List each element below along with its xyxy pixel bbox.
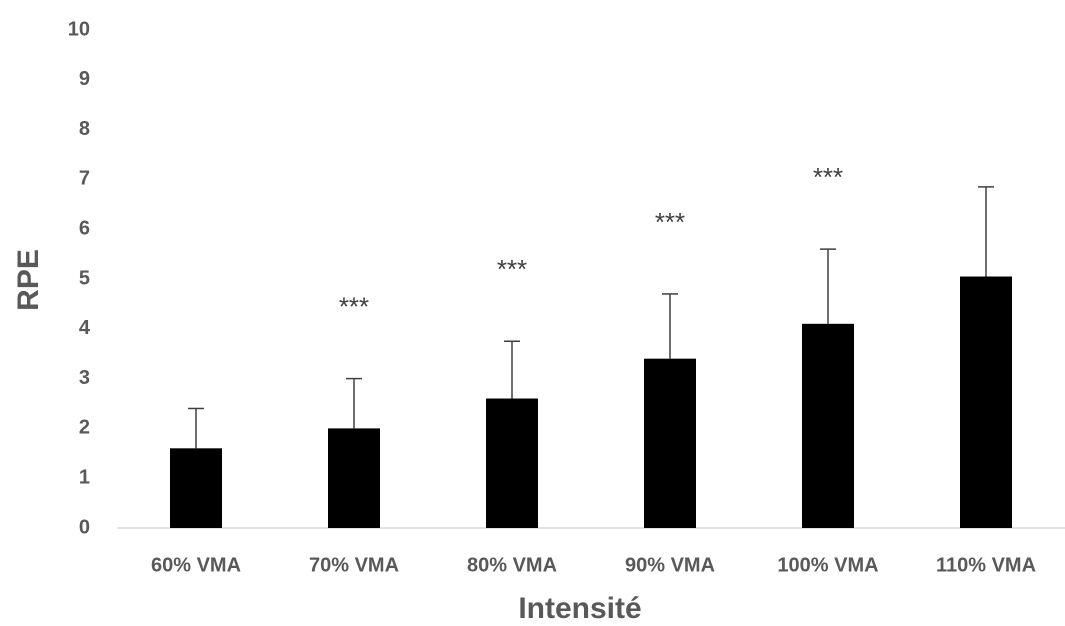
y-tick-label: 10: [68, 18, 90, 40]
x-tick-label: 110% VMA: [936, 554, 1036, 576]
x-axis-title: Intensité: [518, 592, 641, 625]
bar: [486, 398, 538, 528]
y-tick-label: 1: [79, 466, 90, 488]
significance-label: ***: [339, 291, 369, 321]
y-tick-label: 7: [79, 168, 90, 190]
y-tick-label: 0: [79, 516, 90, 538]
bar: [644, 358, 696, 528]
y-tick-label: 3: [79, 367, 90, 389]
y-tick-label: 9: [79, 68, 90, 90]
bar: [328, 428, 380, 528]
bar: [960, 276, 1012, 528]
y-tick-label: 4: [79, 317, 91, 339]
error-bar: [820, 248, 836, 324]
error-bar: [188, 407, 204, 449]
x-tick-label: 100% VMA: [777, 554, 878, 576]
y-tick-label: 8: [79, 118, 90, 140]
x-tick-label: 90% VMA: [625, 554, 715, 576]
x-tick-label: 70% VMA: [309, 554, 399, 576]
significance-label: ***: [655, 207, 685, 237]
error-bar: [504, 340, 520, 399]
bar: [802, 323, 854, 528]
y-tick-label: 2: [79, 417, 90, 439]
significance-label: ***: [497, 254, 527, 284]
error-bar: [662, 293, 678, 359]
error-bar: [346, 377, 362, 429]
y-tick-label: 5: [79, 267, 90, 289]
y-axis-title: RPE: [12, 249, 45, 311]
bar: [170, 448, 222, 528]
significance-label: ***: [813, 162, 843, 192]
y-tick-label: 6: [79, 217, 90, 239]
x-tick-label: 60% VMA: [151, 554, 241, 576]
x-tick-label: 80% VMA: [467, 554, 557, 576]
error-bar: [978, 186, 994, 277]
